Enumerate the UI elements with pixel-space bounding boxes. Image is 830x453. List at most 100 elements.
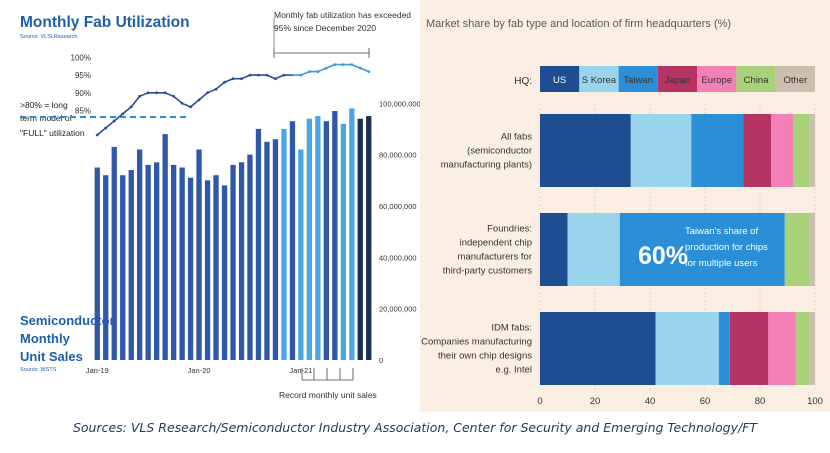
callout-line-1: Taiwan's share of bbox=[685, 226, 758, 237]
unit-sales-bar bbox=[154, 162, 160, 360]
unit-sales-bar bbox=[103, 175, 109, 360]
stacked-segment bbox=[768, 312, 796, 385]
utilization-point bbox=[138, 94, 142, 98]
stacked-segment bbox=[691, 114, 744, 187]
category-label: third-party customers bbox=[443, 266, 532, 277]
utilization-point bbox=[197, 98, 201, 102]
utilization-point bbox=[299, 73, 303, 77]
share-tick-label: 80 bbox=[755, 396, 766, 407]
utilization-point bbox=[121, 112, 125, 116]
stacked-segment bbox=[619, 213, 785, 286]
unit-sales-bar bbox=[289, 121, 296, 360]
left-source-top: Source: VLSI Research bbox=[20, 34, 77, 40]
utilization-point bbox=[180, 101, 184, 105]
unit-sales-bar bbox=[332, 111, 338, 360]
utilization-line-light bbox=[292, 63, 370, 76]
share-tick-label: 60 bbox=[700, 396, 711, 407]
unit-sales-bar bbox=[128, 170, 134, 360]
legend-swatch bbox=[736, 66, 776, 92]
utilization-tick-label: 100% bbox=[71, 54, 91, 63]
utilization-point bbox=[129, 105, 133, 109]
share-axis: 0 20 40 60 80 100 bbox=[537, 396, 823, 407]
category-labels: All fabs (semiconductor manufacturing plan… bbox=[421, 132, 532, 376]
unit-sales-bar bbox=[281, 128, 287, 360]
category-label: Companies manufacturing bbox=[421, 337, 532, 348]
utilization-point bbox=[206, 91, 209, 95]
unit-sales-bar bbox=[298, 149, 304, 360]
left-chart-title: Monthly Fab Utilization bbox=[20, 14, 190, 31]
unit-sales-bar bbox=[213, 175, 219, 360]
stacked-segment bbox=[809, 312, 815, 385]
left-source-bottom: Source: WSTS bbox=[20, 367, 57, 373]
utilization-point bbox=[146, 91, 150, 95]
utilization-point bbox=[367, 70, 371, 73]
category-label: manufacturing plants) bbox=[441, 160, 532, 171]
legend-swatch bbox=[775, 66, 815, 92]
stacked-segment bbox=[567, 213, 620, 286]
annotation-line-1: Monthly fab utilization has exceeded bbox=[274, 10, 411, 20]
category-label: IDM fabs: bbox=[491, 323, 532, 334]
unit-sales-bar bbox=[315, 116, 321, 360]
stacked-segment bbox=[718, 312, 730, 385]
utilization-point bbox=[95, 133, 99, 137]
legend-swatch bbox=[697, 66, 737, 92]
bottom-title-line-2: Monthly bbox=[20, 331, 71, 346]
utilization-point bbox=[231, 77, 235, 81]
utilization-point bbox=[333, 63, 337, 66]
legend-swatch bbox=[657, 66, 698, 92]
fab-utilization-panel: Monthly Fab Utilization Source: VLSI Res… bbox=[0, 0, 421, 412]
unit-sales-bar bbox=[230, 164, 236, 360]
callout-line-3: for multiple users bbox=[685, 258, 758, 269]
utilization-tick-label: 90% bbox=[75, 89, 91, 98]
record-sales-bracket bbox=[301, 368, 354, 381]
stacked-segment bbox=[655, 312, 719, 385]
unit-sales-bars bbox=[94, 108, 372, 361]
left-note-line-3: "FULL" utilization bbox=[20, 128, 85, 138]
month-tick-label: Jan-19 bbox=[86, 366, 109, 375]
stacked-segment bbox=[771, 114, 793, 187]
stacked-segment bbox=[795, 312, 810, 385]
utilization-point bbox=[172, 94, 176, 98]
category-label: All fabs bbox=[501, 132, 532, 143]
legend: US S Korea Taiwan Japan Europe China Other bbox=[540, 66, 815, 92]
annotation-line-2: 95% since December 2020 bbox=[274, 23, 376, 33]
unit-sales-bar bbox=[247, 154, 253, 360]
legend-hq-label: HQ: bbox=[514, 76, 532, 87]
unit-sales-tick-label: 100,000,000 bbox=[379, 99, 420, 108]
utilization-line bbox=[95, 63, 371, 137]
left-note-line-2: term model of bbox=[20, 113, 73, 123]
category-label: Foundries: bbox=[487, 224, 532, 235]
unit-sales-bar bbox=[187, 177, 194, 360]
legend-label: Japan bbox=[665, 75, 691, 86]
legend-label: US bbox=[553, 75, 566, 86]
unit-sales-bar bbox=[306, 118, 312, 360]
unit-sales-bar bbox=[145, 164, 151, 360]
stacked-segment bbox=[630, 114, 692, 187]
utilization-point bbox=[274, 77, 277, 81]
unit-sales-bar bbox=[120, 175, 126, 360]
unit-sales-tick-label: 0 bbox=[379, 356, 383, 365]
share-tick-label: 40 bbox=[645, 396, 656, 407]
unit-sales-bar bbox=[357, 118, 363, 360]
category-label: their own chip designs bbox=[438, 351, 532, 362]
unit-sales-bar bbox=[255, 128, 262, 360]
stacked-segment bbox=[743, 114, 771, 187]
unit-sales-bar bbox=[94, 167, 100, 360]
stacked-bars bbox=[540, 114, 815, 385]
unit-sales-bar bbox=[179, 167, 185, 360]
share-tick-label: 100 bbox=[807, 396, 823, 407]
unit-sales-bar bbox=[221, 185, 228, 360]
callout-line-2: production for chips bbox=[685, 242, 768, 253]
month-tick-label: Jan-21 bbox=[289, 366, 312, 375]
stacked-segment bbox=[540, 114, 631, 187]
legend-label: China bbox=[744, 75, 770, 86]
utilization-point bbox=[104, 126, 108, 130]
utilization-point bbox=[308, 70, 311, 73]
stacked-segment bbox=[809, 213, 815, 286]
market-share-chart: Market share by fab type and location of… bbox=[421, 18, 823, 407]
unit-sales-bar bbox=[366, 116, 372, 360]
legend-swatch bbox=[540, 66, 580, 92]
utilization-axis: 85% 90% 95% 100% bbox=[71, 54, 91, 116]
callout-percent: 60% bbox=[638, 242, 688, 270]
unit-sales-bar bbox=[238, 162, 245, 360]
